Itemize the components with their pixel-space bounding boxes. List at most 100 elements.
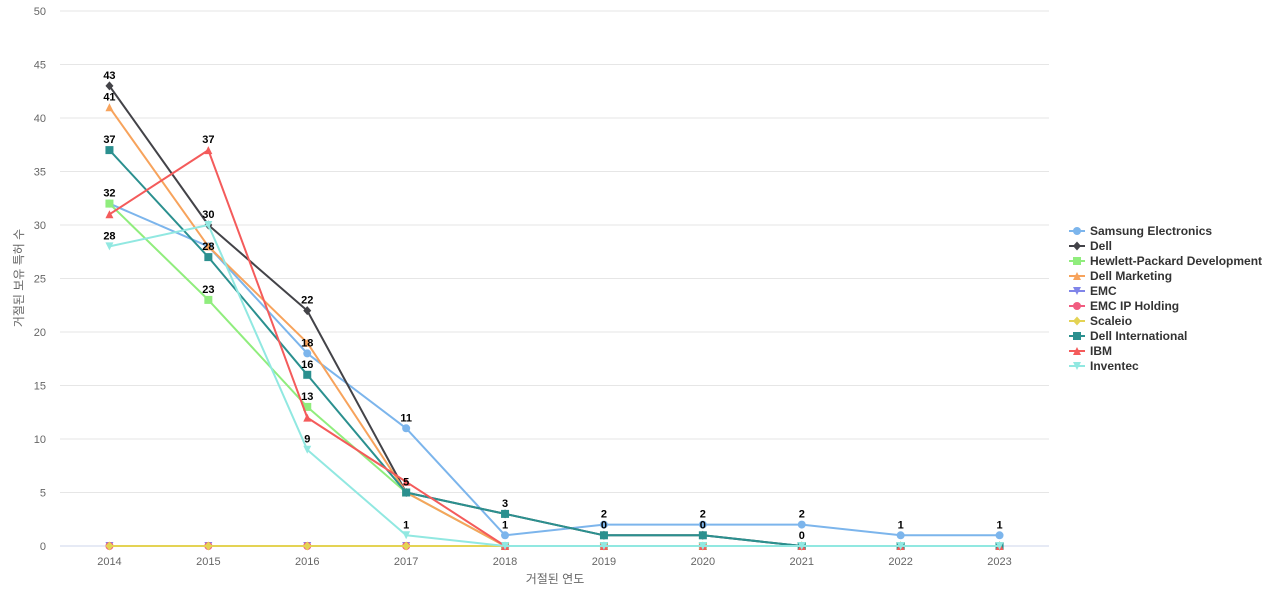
data-point [402,531,411,540]
x-tick-label: 2014 [97,556,121,568]
data-point [303,306,312,316]
legend-marker [1073,241,1081,251]
x-tick-label: 2018 [493,556,517,568]
data-label: 18 [301,337,313,349]
data-label: 23 [202,284,214,296]
data-point [204,242,213,251]
data-label: 43 [103,70,115,82]
legend-marker [1073,316,1081,326]
series-samsung-electronics [105,199,1004,540]
series-line [108,85,1000,547]
grid-lines [60,10,1049,547]
data-label: 0 [700,519,706,531]
data-label: 28 [202,241,214,253]
legend-item[interactable]: Dell International [1069,329,1187,343]
data-point [105,199,114,208]
series-lines [105,81,1004,551]
legend-marker [1073,347,1081,355]
series-dell [105,81,1004,551]
data-point [303,541,312,551]
data-point [303,445,312,454]
data-label: 2 [799,509,805,521]
data-point [303,402,312,411]
series-inventec [105,221,1004,550]
data-point [204,295,213,304]
data-label: 2 [700,509,706,521]
x-tick-label: 2017 [394,556,418,568]
y-tick-label: 45 [34,60,46,72]
data-label: 37 [103,134,115,146]
data-label: 22 [301,295,313,307]
data-point [303,370,312,379]
series-line [108,149,1000,547]
data-point [303,338,312,347]
y-tick-label: 30 [34,220,46,232]
x-axis-title: 거절된 연도 [526,572,585,586]
legend-marker [1073,257,1081,265]
x-tick-label: 2020 [691,556,715,568]
data-label: 9 [304,434,310,446]
data-point [501,531,510,540]
data-label: 1 [898,519,904,531]
data-point [501,542,510,550]
x-tick-label: 2016 [295,556,319,568]
x-axis-ticks: 2014 2015 2016 2017 2018 2019 2020 2021 2022 2023 [97,556,1012,568]
x-tick-label: 2019 [592,556,616,568]
legend-item[interactable]: EMC [1069,284,1117,298]
data-label: 1 [403,519,409,531]
y-tick-label: 20 [34,327,46,339]
legend-marker [1073,287,1081,295]
data-label: 32 [103,188,115,200]
data-point [105,210,114,219]
data-point [698,542,707,550]
data-point [599,531,608,540]
data-point [402,477,411,486]
legend-label: Hewlett-Packard Development [1090,254,1262,268]
data-point [204,146,213,155]
data-point [105,541,114,551]
data-point [501,509,510,518]
data-point [402,424,411,433]
data-point [303,413,312,422]
data-point [105,81,114,91]
legend-item[interactable]: IBM [1069,344,1112,358]
legend-marker [1073,332,1081,340]
legend-label: Samsung Electronics [1090,224,1212,238]
legend-label: Dell [1090,239,1112,253]
data-point [105,103,114,112]
data-point [995,542,1004,550]
series-dell-international [105,146,1004,550]
legend-item[interactable]: Hewlett-Packard Development [1069,254,1262,268]
x-tick-label: 2015 [196,556,220,568]
legend-label: Dell Marketing [1090,269,1172,283]
data-point [204,541,213,551]
legend-label: Scaleio [1090,314,1132,328]
data-label: 0 [601,519,607,531]
data-point [204,253,213,262]
legend-label: EMC IP Holding [1090,299,1179,313]
legend-item[interactable]: Dell [1069,239,1112,253]
data-label: 37 [202,134,214,146]
data-label: 2 [601,509,607,521]
legend-item[interactable]: Samsung Electronics [1069,224,1212,238]
y-axis-ticks: 0 5 10 15 20 25 30 35 40 45 50 [34,6,46,553]
data-point [402,488,411,497]
legend-marker [1073,227,1081,235]
legend-item[interactable]: Inventec [1069,359,1139,373]
legend-label: EMC [1090,284,1117,298]
y-tick-label: 25 [34,274,46,286]
legend-item[interactable]: Dell Marketing [1069,269,1172,283]
x-tick-label: 2023 [987,556,1011,568]
data-point [698,531,707,540]
legend-item[interactable]: EMC IP Holding [1069,299,1179,313]
data-point [896,531,905,540]
data-label: 11 [400,412,412,424]
series-dell-marketing [105,103,1004,550]
data-point [599,520,608,529]
data-point [105,242,114,251]
data-label: 30 [202,209,214,221]
legend-item[interactable]: Scaleio [1069,314,1132,328]
